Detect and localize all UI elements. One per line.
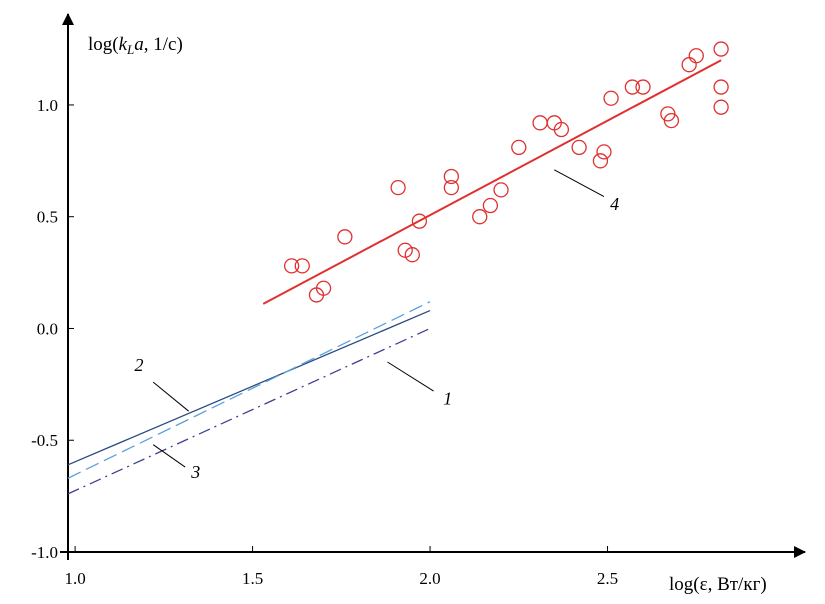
data-point [553, 121, 570, 138]
y-axis-label-a: a [134, 34, 144, 55]
data-point [294, 258, 310, 274]
x-tick-label: 2.5 [597, 569, 618, 588]
data-point [283, 258, 300, 274]
series-line-4 [262, 59, 722, 305]
axes [60, 13, 806, 560]
data-points [283, 41, 729, 303]
data-point [571, 139, 587, 156]
data-point [532, 115, 548, 131]
curve-label-leader [387, 361, 434, 392]
series-lines [67, 59, 722, 495]
curve-label: 3 [190, 462, 200, 482]
data-point [663, 112, 680, 129]
y-tick-label: 1.0 [37, 96, 58, 115]
x-tick-label: 1.0 [64, 569, 85, 588]
data-point [511, 139, 527, 156]
data-point [337, 229, 353, 245]
data-point [635, 79, 651, 95]
curve-label: 2 [134, 355, 143, 375]
y-axis-label-sub: L [126, 42, 134, 57]
x-tick-label: 1.5 [242, 569, 263, 588]
data-point [390, 179, 406, 196]
curve-label: 1 [443, 388, 452, 408]
curve-labels: 1 2 3 4 [134, 169, 619, 482]
data-point [482, 197, 499, 214]
curve-label-leader [554, 169, 605, 198]
data-point [443, 179, 459, 196]
y-axis-label-k: k [119, 34, 128, 55]
y-axis-label-prefix: log( [88, 34, 119, 55]
series-line-1 [67, 327, 431, 495]
curve-label: 4 [610, 194, 619, 214]
data-point [472, 209, 488, 225]
series-line-3 [67, 301, 431, 479]
data-point [624, 79, 641, 95]
x-tick-label: 2.0 [419, 569, 440, 588]
data-point [443, 168, 459, 185]
curve-label-leader [152, 444, 186, 468]
y-tick-label: -1.0 [31, 543, 58, 562]
x-axis-label: log(ε, Вт/кг) [669, 574, 767, 595]
y-tick-label: 0.5 [37, 208, 58, 227]
y-tick-label: -0.5 [31, 431, 58, 450]
data-point [592, 153, 609, 169]
curve-label-leader [152, 381, 189, 412]
data-point [713, 99, 729, 115]
ticks: 1.0 1.5 2.0 2.5 -1.0 -0.5 0.0 0.5 1.0 [31, 96, 618, 588]
data-point [411, 213, 428, 229]
y-tick-label: 0.0 [37, 319, 58, 338]
data-point [603, 90, 619, 106]
data-point [713, 79, 729, 95]
data-point [688, 48, 704, 64]
data-point [713, 41, 729, 57]
data-point [681, 57, 697, 73]
y-axis-label-suffix: , 1/с) [144, 34, 183, 55]
data-point [315, 280, 332, 296]
series-line-2 [67, 309, 431, 466]
y-axis-label: log(kLa, 1/с) [88, 34, 183, 57]
data-point [596, 144, 612, 160]
data-point [404, 247, 420, 263]
data-point [493, 182, 509, 198]
